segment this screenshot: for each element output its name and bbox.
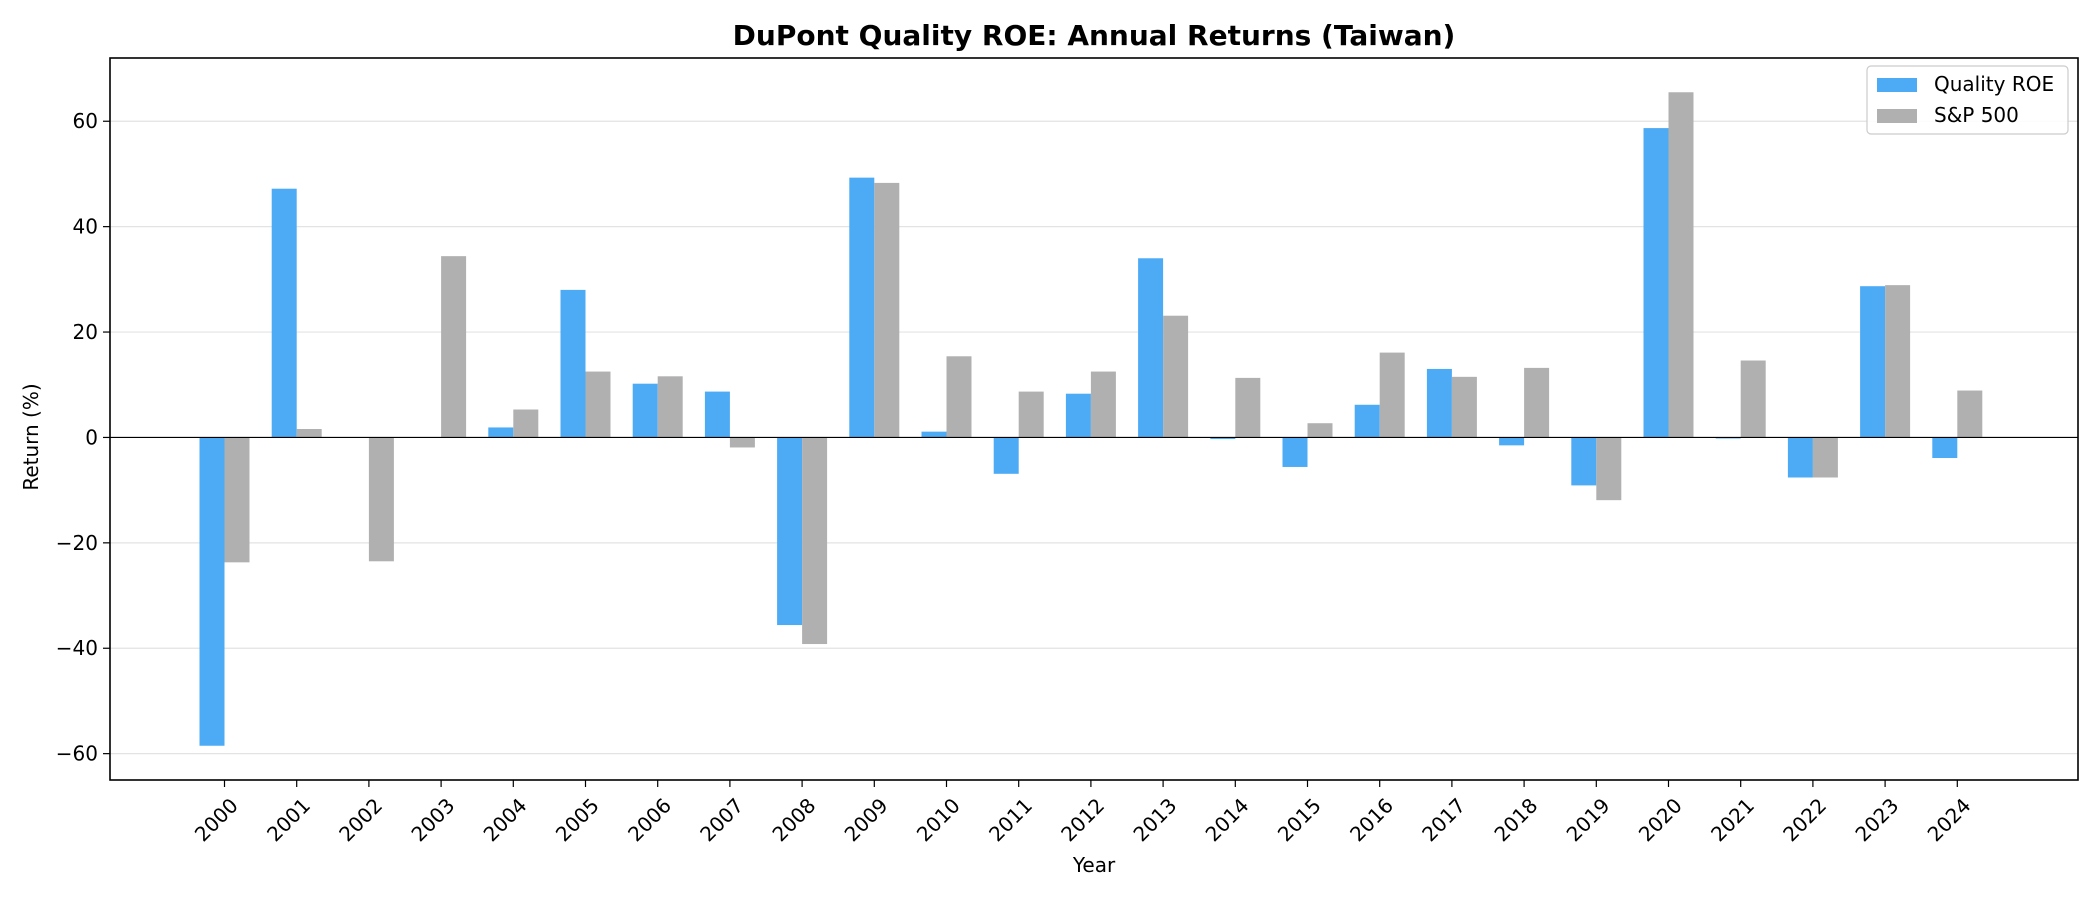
- bar-sp500-2006: [657, 376, 683, 438]
- bar-quality-roe-2019: [1571, 437, 1597, 486]
- y-tick-label: −20: [56, 531, 98, 555]
- bar-sp500-2007: [729, 437, 755, 448]
- legend-swatch: [1877, 109, 1917, 123]
- bars: [199, 92, 1983, 746]
- bar-sp500-2013: [1163, 315, 1189, 438]
- legend: Quality ROE S&P 500: [1866, 65, 2069, 135]
- plot-frame: [109, 57, 2079, 781]
- bar-sp500-2004: [513, 409, 539, 438]
- bar-quality-roe-2022: [1787, 437, 1813, 478]
- bar-sp500-2023: [1885, 285, 1911, 438]
- bar-sp500-2011: [1018, 391, 1044, 438]
- bar-quality-roe-2015: [1282, 437, 1308, 467]
- bar-sp500-2010: [946, 356, 972, 438]
- x-axis-label: Year: [1072, 853, 1116, 877]
- bar-quality-roe-2017: [1426, 368, 1452, 438]
- bar-sp500-2001: [296, 429, 322, 438]
- bar-sp500-2016: [1379, 352, 1405, 438]
- bar-quality-roe-2006: [632, 383, 658, 438]
- bar-sp500-2020: [1668, 92, 1694, 438]
- bar-sp500-2000: [224, 437, 250, 563]
- bar-quality-roe-2011: [993, 437, 1019, 474]
- bar-sp500-2012: [1090, 371, 1116, 438]
- bar-sp500-2021: [1740, 360, 1766, 438]
- bar-sp500-2008: [802, 437, 828, 645]
- legend-label: Quality ROE: [1934, 72, 2054, 96]
- bar-quality-roe-2024: [1932, 437, 1958, 458]
- legend-swatch: [1877, 78, 1917, 92]
- bar-quality-roe-2008: [777, 437, 803, 626]
- bar-sp500-2017: [1451, 376, 1477, 438]
- bar-quality-roe-2004: [488, 427, 514, 438]
- y-tick-label: 60: [73, 109, 98, 133]
- bar-sp500-2005: [585, 371, 611, 438]
- bar-sp500-2019: [1596, 437, 1622, 501]
- bar-quality-roe-2018: [1499, 437, 1525, 446]
- bar-sp500-2009: [874, 182, 900, 438]
- y-tick-label: −40: [56, 636, 98, 660]
- y-tick-label: 0: [85, 425, 98, 449]
- bar-quality-roe-2010: [921, 431, 947, 438]
- y-axis: −60 −40 −20 0 20 40 60: [56, 109, 110, 766]
- bar-quality-roe-2016: [1354, 404, 1380, 438]
- chart-title: DuPont Quality ROE: Annual Returns (Taiw…: [733, 19, 1456, 52]
- bar-quality-roe-2014: [1210, 437, 1236, 440]
- bar-quality-roe-2000: [199, 437, 225, 746]
- bar-sp500-2018: [1524, 367, 1550, 438]
- y-tick-label: 20: [73, 320, 98, 344]
- bar-quality-roe-2020: [1643, 128, 1669, 438]
- legend-box: [1866, 65, 2069, 135]
- legend-label: S&P 500: [1934, 103, 2019, 127]
- bar-quality-roe-2005: [560, 289, 586, 438]
- y-tick-label: −60: [56, 742, 98, 766]
- bar-sp500-2024: [1957, 390, 1983, 438]
- y-tick-label: 40: [73, 215, 98, 239]
- bar-quality-roe-2001: [271, 188, 297, 438]
- bar-quality-roe-2023: [1860, 286, 1886, 438]
- bar-quality-roe-2007: [704, 391, 730, 438]
- y-axis-label: Return (%): [19, 383, 43, 490]
- bar-sp500-2002: [368, 437, 394, 562]
- bar-sp500-2003: [441, 256, 467, 438]
- bar-quality-roe-2013: [1138, 258, 1164, 438]
- bar-sp500-2014: [1235, 377, 1261, 438]
- bar-sp500-2022: [1812, 437, 1838, 478]
- bar-sp500-2015: [1307, 423, 1333, 438]
- bar-quality-roe-2012: [1065, 393, 1091, 438]
- bar-quality-roe-2009: [849, 177, 875, 438]
